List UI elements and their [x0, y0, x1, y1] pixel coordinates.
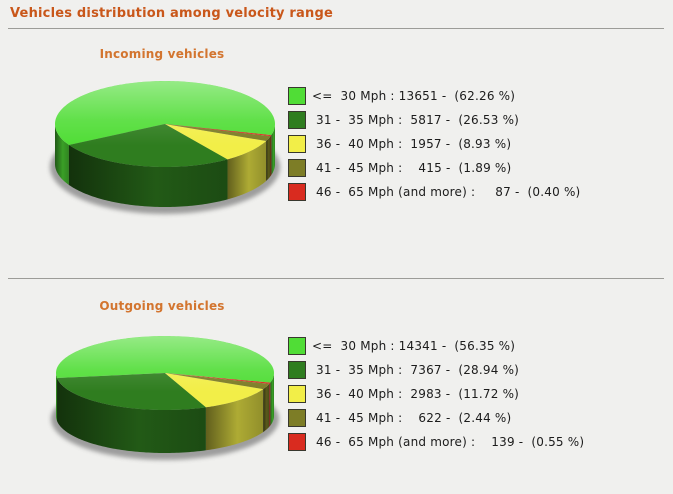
incoming-legend-item: 41 - 45 Mph : 415 - (1.89 %) [288, 156, 580, 180]
legend-label: <= 30 Mph : 13651 - (62.26 %) [312, 89, 516, 103]
incoming-legend: <= 30 Mph : 13651 - (62.26 %) 31 - 35 Mp… [288, 84, 580, 204]
legend-swatch-icon [288, 159, 306, 177]
legend-label: <= 30 Mph : 14341 - (56.35 %) [312, 339, 516, 353]
outgoing-legend-item: 41 - 45 Mph : 622 - (2.44 %) [288, 406, 584, 430]
section-divider [8, 278, 664, 279]
legend-swatch-icon [288, 135, 306, 153]
incoming-legend-item: 31 - 35 Mph : 5817 - (26.53 %) [288, 108, 580, 132]
outgoing-legend-item: <= 30 Mph : 14341 - (56.35 %) [288, 334, 584, 358]
legend-swatch-icon [288, 409, 306, 427]
incoming-chart-title: Incoming vehicles [99, 47, 225, 61]
legend-label: 46 - 65 Mph (and more) : 87 - (0.40 %) [312, 185, 581, 199]
outgoing-pie-chart [51, 336, 279, 460]
incoming-legend-item: 36 - 40 Mph : 1957 - (8.93 %) [288, 132, 580, 156]
outgoing-legend: <= 30 Mph : 14341 - (56.35 %) 31 - 35 Mp… [288, 334, 584, 454]
legend-swatch-icon [288, 183, 306, 201]
legend-swatch-icon [288, 361, 306, 379]
legend-label: 36 - 40 Mph : 1957 - (8.93 %) [312, 137, 512, 151]
page-title: Vehicles distribution among velocity ran… [10, 6, 333, 21]
legend-label: 46 - 65 Mph (and more) : 139 - (0.55 %) [312, 435, 585, 449]
legend-swatch-icon [288, 111, 306, 129]
legend-label: 41 - 45 Mph : 415 - (1.89 %) [312, 161, 512, 175]
incoming-pie-chart [50, 81, 280, 214]
legend-swatch-icon [288, 87, 306, 105]
outgoing-legend-item: 36 - 40 Mph : 2983 - (11.72 %) [288, 382, 584, 406]
incoming-legend-item: <= 30 Mph : 13651 - (62.26 %) [288, 84, 580, 108]
outgoing-legend-item: 46 - 65 Mph (and more) : 139 - (0.55 %) [288, 430, 584, 454]
legend-swatch-icon [288, 385, 306, 403]
legend-label: 36 - 40 Mph : 2983 - (11.72 %) [312, 387, 520, 401]
legend-label: 31 - 35 Mph : 7367 - (28.94 %) [312, 363, 520, 377]
title-divider [8, 28, 664, 29]
outgoing-chart-title: Outgoing vehicles [99, 299, 225, 313]
legend-label: 31 - 35 Mph : 5817 - (26.53 %) [312, 113, 520, 127]
outgoing-legend-item: 31 - 35 Mph : 7367 - (28.94 %) [288, 358, 584, 382]
legend-swatch-icon [288, 337, 306, 355]
legend-swatch-icon [288, 433, 306, 451]
legend-label: 41 - 45 Mph : 622 - (2.44 %) [312, 411, 512, 425]
incoming-legend-item: 46 - 65 Mph (and more) : 87 - (0.40 %) [288, 180, 580, 204]
